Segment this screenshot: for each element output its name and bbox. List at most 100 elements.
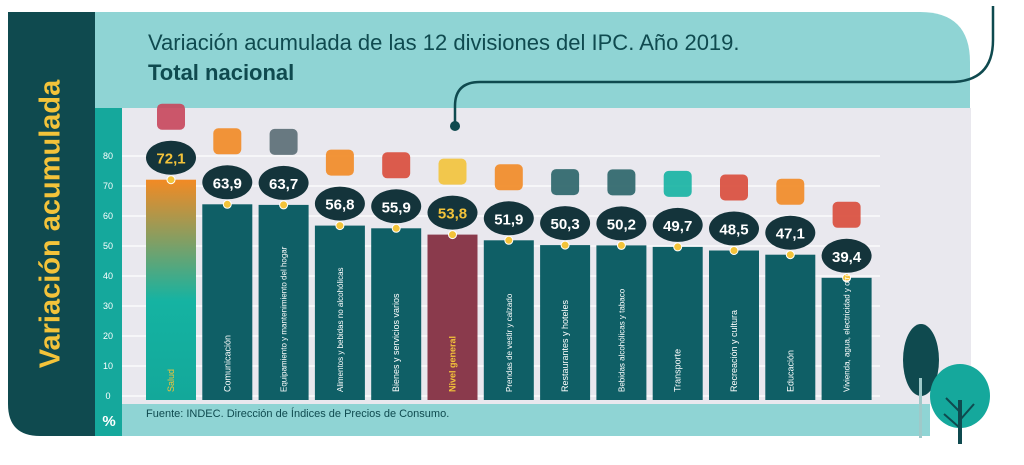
bar-11 [709, 250, 759, 400]
y-tick-label: 60 [103, 211, 113, 221]
t-shirt-icon [494, 164, 523, 191]
value-badge [821, 238, 872, 273]
roast-chicken-icon [325, 149, 354, 176]
value-badge [314, 186, 365, 221]
value-badge [596, 206, 647, 241]
book-icon [776, 178, 805, 205]
value-badge [146, 140, 196, 175]
y-tick-label: 80 [103, 151, 113, 161]
header-panel [95, 12, 970, 108]
bar-1 [146, 179, 196, 400]
value-label: 55,9 [382, 199, 411, 216]
callout-dot [450, 121, 460, 131]
bar-3 [258, 204, 309, 400]
y-tick-label: 0 [105, 391, 110, 401]
source-note: Fuente: INDEC. Dirección de Índices de P… [146, 408, 450, 420]
bar-top-dot [560, 240, 570, 250]
bar-top-dot [842, 273, 852, 283]
value-label: 53,8 [438, 206, 467, 223]
guitar-icon [720, 174, 748, 201]
value-label: 63,7 [269, 176, 298, 193]
value-badge [427, 195, 478, 230]
value-badge [371, 189, 422, 224]
bar-7 [483, 240, 534, 400]
value-badge [202, 165, 253, 200]
bar-6 [427, 234, 478, 400]
value-badge [652, 207, 703, 242]
bar-4 [314, 225, 365, 400]
chart-subtitle: Total nacional [148, 60, 295, 85]
bar-2 [202, 204, 253, 400]
bar-top-dot [448, 230, 457, 240]
category-label: Bienes y servicios varios [391, 293, 401, 392]
trees-decoration [903, 324, 990, 444]
value-badge [765, 215, 816, 250]
value-label: 47,1 [776, 226, 805, 243]
value-badge [483, 201, 534, 236]
category-label: Alimentos y bebidas no alcohólicas [336, 267, 345, 392]
value-label: 49,7 [663, 218, 692, 235]
shopping-bag-icon [438, 158, 467, 185]
callout-line [453, 6, 995, 125]
category-label: Transporte [673, 349, 683, 392]
value-label: 50,3 [550, 216, 579, 233]
value-badge [709, 211, 759, 246]
bar-top-dot [729, 246, 739, 255]
bar-top-dot [222, 199, 232, 209]
y-axis-column [95, 108, 122, 436]
category-label: Comunicación [222, 335, 232, 392]
bar-top-dot [785, 250, 795, 260]
category-label: Recreación y cultura [729, 310, 739, 392]
category-label: Restaurantes y hoteles [560, 299, 570, 392]
y-tick-label: 10 [103, 361, 113, 371]
tools-bulb-icon [832, 201, 861, 228]
chart-title: Variación acumulada de las 12 divisiones… [148, 30, 740, 55]
y-axis-unit: % [102, 413, 116, 430]
value-label: 63,9 [213, 175, 242, 192]
category-label: Bebidas alcohólicas y tabaco [617, 288, 626, 392]
side-panel [8, 12, 95, 436]
bar-8 [540, 245, 591, 400]
value-label: 50,2 [607, 216, 636, 233]
category-label: Nivel general [448, 336, 458, 392]
y-tick-label: 70 [103, 181, 113, 191]
bar-top-dot [335, 221, 345, 231]
y-tick-label: 50 [103, 241, 113, 251]
bar-top-dot [504, 235, 514, 245]
value-label: 48,5 [719, 222, 748, 239]
bar-top-dot [616, 240, 626, 250]
scissors-icon [382, 152, 411, 179]
category-label: Educación [785, 350, 795, 392]
first-aid-kit-icon [157, 103, 185, 130]
category-label: Equipamiento y mantenimiento del hogar [280, 246, 289, 392]
tableware-icon [551, 169, 580, 196]
category-label: Salud [166, 369, 176, 392]
category-label: Vivienda, agua, electricidad y otros [843, 268, 852, 392]
bar-13 [821, 277, 872, 400]
bar-12 [765, 254, 816, 400]
y-tick-label: 20 [103, 331, 113, 341]
side-label: Variación acumulada [34, 79, 67, 369]
bar-9 [596, 245, 647, 400]
bar-5 [371, 228, 422, 400]
bar-top-dot [673, 242, 683, 252]
mobile-phone-icon [213, 128, 242, 155]
value-label: 72,1 [156, 151, 185, 168]
bottle-icon [607, 169, 636, 196]
y-tick-label: 40 [103, 271, 113, 281]
value-label: 39,4 [832, 249, 862, 266]
bar-top-dot [391, 223, 401, 233]
bar-10 [652, 246, 703, 400]
washing-machine-icon [269, 128, 298, 155]
category-label: Prendas de vestir y calzado [505, 293, 514, 392]
value-badge [258, 165, 309, 200]
value-label: 51,9 [494, 211, 523, 228]
y-tick-label: 30 [103, 301, 113, 311]
value-label: 56,8 [325, 197, 354, 214]
value-badge [540, 206, 591, 241]
bus-card-icon [663, 170, 692, 197]
bar-top-dot [166, 175, 176, 185]
bar-top-dot [279, 200, 289, 210]
